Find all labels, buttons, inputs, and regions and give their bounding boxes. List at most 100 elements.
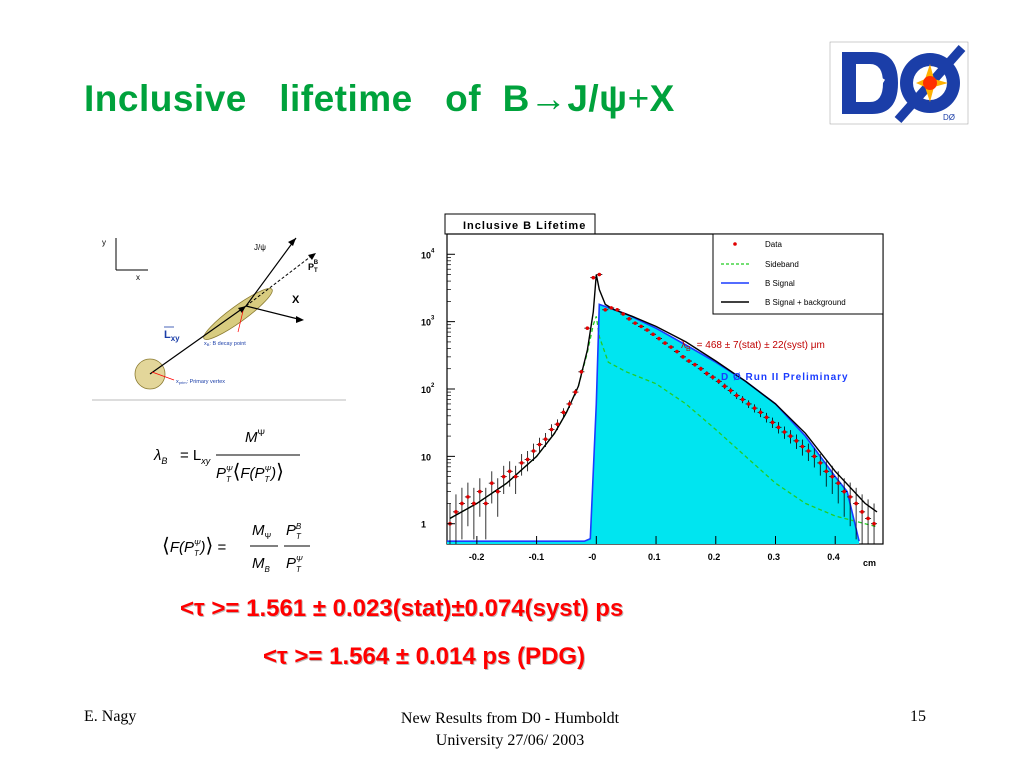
data-point — [787, 430, 794, 444]
lifetime-plot: Inclusive B Lifetime -0.2 -0.1 -0 0.1 0.2 0.3… — [405, 212, 905, 574]
data-point — [709, 374, 716, 380]
data-point — [715, 378, 722, 385]
data-point — [512, 465, 519, 494]
slide-title: Inclusive lifetime of B→J/ψ+X — [84, 78, 675, 120]
formula1-num: MΨ — [245, 428, 265, 446]
data-point — [739, 396, 746, 404]
data-point — [590, 275, 597, 280]
ptb-label: PTB — [308, 260, 319, 274]
data-point — [530, 443, 537, 461]
data-point — [464, 482, 471, 527]
data-point — [662, 341, 668, 345]
data-point — [566, 400, 573, 408]
data-point — [524, 451, 531, 472]
data-point — [673, 349, 680, 354]
data-point — [781, 426, 788, 439]
data-point — [733, 392, 740, 399]
jpsi-label: J/ψ — [254, 243, 266, 252]
data-point — [620, 312, 627, 316]
formula1-eq: = Lxy — [180, 447, 211, 466]
y-tick-label-2: 102 — [421, 383, 435, 395]
data-point — [458, 487, 465, 540]
formula2-frac1-den: MB — [252, 555, 271, 574]
data-point — [518, 454, 525, 476]
legend-sideband: Sideband — [765, 260, 799, 269]
footer-author: E. Nagy — [84, 708, 137, 725]
data-point — [572, 389, 579, 396]
data-point — [799, 439, 806, 456]
data-point — [829, 465, 836, 494]
data-point — [500, 465, 507, 494]
x-track — [245, 305, 303, 321]
x-tick-label-1: -0.1 — [529, 552, 545, 562]
logo-text: DØ — [943, 113, 955, 122]
title-word-1: Inclusive — [84, 78, 247, 119]
formula2-frac2-den: PTΨ — [286, 555, 303, 574]
data-point — [763, 412, 770, 423]
title-arrow: → — [529, 78, 568, 119]
title-word-5: J/ψ — [567, 78, 628, 119]
result-measured: <τ >= 1.561 ± 0.023(stat)±0.074(syst) ps — [180, 595, 624, 622]
x-tick-label-3: 0.1 — [648, 552, 661, 562]
data-point — [452, 494, 459, 544]
decay-point-label: xB: B decay point — [204, 341, 246, 347]
title-word-6: X — [649, 78, 675, 119]
data-point — [488, 471, 495, 504]
ptb-dashed — [245, 253, 315, 307]
primary-vertex-label: xprim: Primary vertex — [176, 379, 225, 385]
b-signal-fill — [447, 304, 860, 544]
data-point — [721, 383, 728, 390]
footer-center-line2: University 27/06/ 2003 — [435, 732, 585, 749]
jpsi-track — [245, 237, 297, 307]
legend-signal: B Signal — [765, 279, 795, 288]
data-point — [769, 417, 776, 429]
formula1-den: PTΨ⟨F(PTΨ)⟩ — [216, 461, 284, 484]
data-point — [506, 461, 513, 487]
formula1-lhs: λB — [153, 447, 167, 466]
data-point — [554, 419, 561, 431]
data-point — [859, 494, 866, 544]
data-point — [626, 317, 633, 321]
y-tick-label-3: 103 — [421, 316, 435, 328]
axis-x-label: x — [136, 273, 140, 282]
total-fit-line — [449, 274, 878, 520]
data-point — [805, 443, 812, 461]
x-tick-label-6: 0.4 — [827, 552, 840, 562]
decay-pointer — [237, 310, 244, 333]
x-tick-label-2: -0 — [588, 552, 596, 562]
data-point — [470, 487, 477, 540]
x-tick-label-0: -0.2 — [469, 552, 485, 562]
title-plus: + — [627, 78, 650, 119]
lambda-annotation: λB = 468 ± 7(stat) ± 22(syst) μm — [681, 340, 825, 353]
x-particle-label: X — [292, 294, 300, 306]
data-point — [560, 408, 567, 418]
data-point — [656, 336, 663, 341]
data-point — [835, 471, 842, 504]
data-point — [578, 369, 585, 375]
data-point — [847, 482, 854, 527]
data-point — [865, 499, 872, 544]
footer-center: New Results from D0 - Humboldt Universit… — [340, 708, 680, 752]
y-tick-label-1: 10 — [421, 452, 431, 462]
lxy-label: Lxy — [164, 329, 180, 343]
flight-path — [149, 305, 247, 375]
run-annotation: D Ø Run II Preliminary — [721, 372, 849, 383]
title-word-2: lifetime — [279, 78, 413, 119]
result-pdg: <τ >= 1.564 ± 0.014 ps (PDG) — [263, 643, 586, 670]
data-point — [793, 434, 800, 449]
axis-y-label: y — [102, 238, 106, 247]
data-point — [476, 478, 483, 517]
data-point — [751, 404, 758, 413]
data-point — [638, 324, 645, 329]
data-point — [811, 448, 818, 468]
x-tick-label-4: 0.2 — [708, 552, 721, 562]
legend-total: B Signal + background — [765, 298, 846, 307]
plot-legend: Data Sideband B Signal B Signal + backgr… — [712, 233, 884, 315]
data-point — [679, 355, 686, 359]
title-word-4: B — [502, 78, 530, 119]
data-point — [584, 326, 591, 330]
data-point — [614, 307, 621, 312]
data-point — [871, 503, 878, 544]
data-point — [632, 321, 639, 325]
x-tick-label-5: 0.3 — [767, 552, 780, 562]
